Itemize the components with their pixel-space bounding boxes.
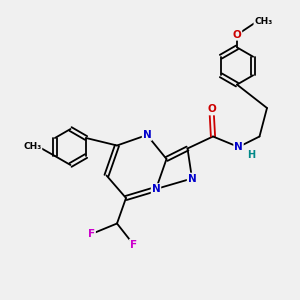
Text: H: H — [247, 149, 255, 160]
Text: CH₃: CH₃ — [254, 17, 272, 26]
Text: O: O — [232, 30, 242, 40]
Text: F: F — [88, 229, 95, 239]
Text: N: N — [152, 184, 160, 194]
Text: N: N — [234, 142, 243, 152]
Text: F: F — [130, 239, 137, 250]
Text: N: N — [188, 173, 196, 184]
Text: N: N — [142, 130, 152, 140]
Text: O: O — [207, 104, 216, 115]
Text: CH₃: CH₃ — [23, 142, 41, 151]
